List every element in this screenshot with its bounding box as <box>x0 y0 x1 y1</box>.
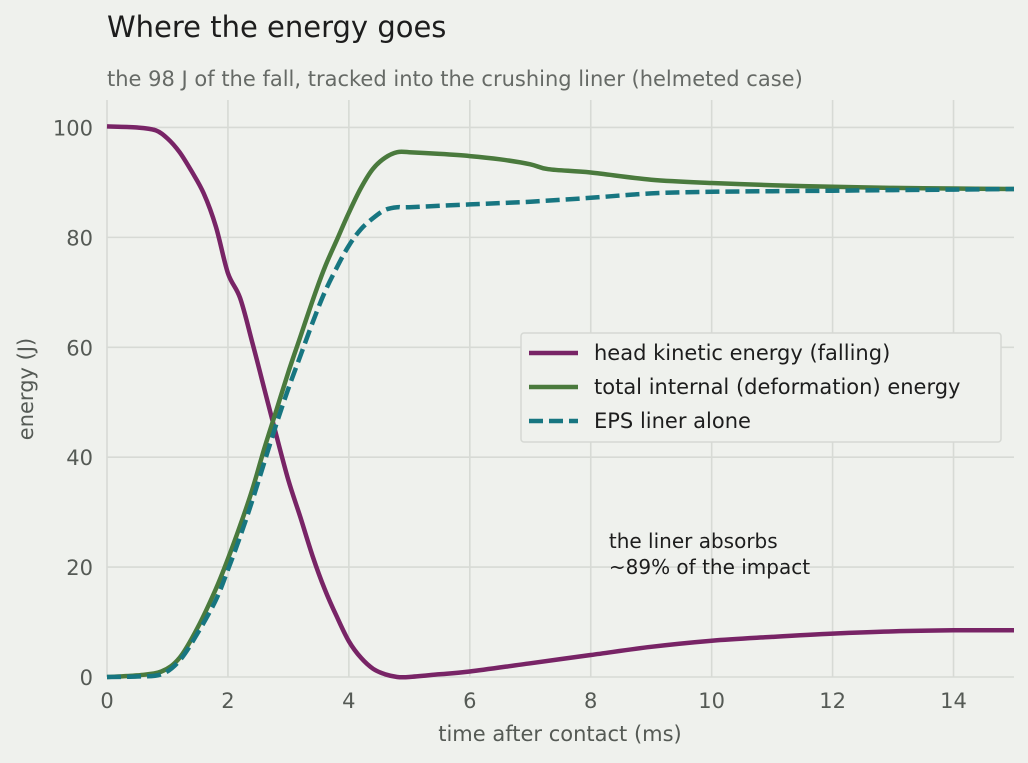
annotation-line-2: ~89% of the impact <box>609 555 810 579</box>
y-axis-label: energy (J) <box>14 338 38 440</box>
chart-subtitle: the 98 J of the fall, tracked into the c… <box>107 67 803 91</box>
legend: head kinetic energy (falling) total inter… <box>520 332 1002 443</box>
legend-frame <box>520 332 1002 443</box>
legend-label-1: head kinetic energy (falling) <box>594 341 890 365</box>
annotation: the liner absorbs~89% of the impact <box>609 529 810 579</box>
legend-label-2: total internal (deformation) energy <box>594 375 961 399</box>
x-axis-label: time after contact (ms) <box>438 722 682 746</box>
series-line-1 <box>106 124 1015 680</box>
tick-labels: 0 2 4 6 8 10 12 14 0 20 40 60 80 100 <box>53 116 967 713</box>
chart-title: Where the energy goes <box>107 10 446 44</box>
x-tick-label: 12 <box>819 689 846 713</box>
series-layer <box>106 124 1015 680</box>
x-tick-label: 4 <box>342 689 355 713</box>
y-tick-label: 40 <box>66 446 93 470</box>
x-tick-label: 0 <box>100 689 113 713</box>
x-tick-label: 8 <box>584 689 597 713</box>
x-tick-label: 10 <box>698 689 725 713</box>
y-tick-label: 0 <box>80 666 93 690</box>
legend-label-3: EPS liner alone <box>594 409 751 433</box>
x-tick-label: 14 <box>940 689 967 713</box>
x-tick-label: 2 <box>221 689 234 713</box>
y-tick-label: 20 <box>66 556 93 580</box>
y-tick-label: 80 <box>66 226 93 250</box>
annotation-line-1: the liner absorbs <box>609 529 778 553</box>
series-line-2 <box>106 149 1015 680</box>
series-line-3 <box>106 186 1015 680</box>
x-tick-label: 6 <box>463 689 476 713</box>
y-tick-label: 60 <box>66 336 93 360</box>
y-tick-label: 100 <box>53 116 93 140</box>
